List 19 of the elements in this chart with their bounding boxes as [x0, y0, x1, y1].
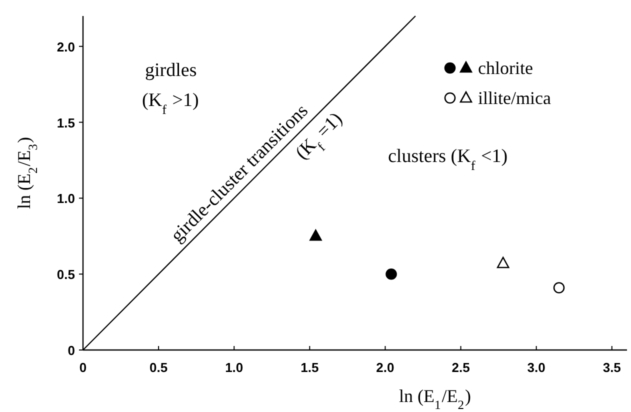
x-tick-label: 2.5	[452, 360, 470, 375]
annotation: clusters (K$_{f}$ <1)	[388, 146, 508, 172]
x-tick-label: 0	[79, 360, 87, 375]
y-tick-label: 1.5	[56, 115, 75, 130]
x-tick-label: 2.0	[376, 360, 394, 375]
legend-label: illite/mica	[478, 88, 551, 108]
x-tick-label: 3.5	[602, 360, 621, 375]
annotation: (K$_{f}$ >1)	[142, 90, 199, 116]
annotation: girdles	[145, 60, 197, 81]
y-tick-label: 0.5	[56, 267, 75, 282]
x-tick-label: 0.5	[150, 360, 168, 375]
x-tick-label: 1.0	[225, 360, 244, 375]
x-tick-label: 3.0	[527, 360, 546, 375]
x-tick-label: 1.5	[300, 360, 319, 375]
y-tick-label: 1.0	[56, 191, 75, 206]
y-tick-label: 0	[68, 343, 75, 358]
y-tick-label: 2.0	[56, 39, 75, 54]
legend-label: chlorite	[478, 58, 533, 78]
x-axis-title: ln (E$_{1}$/E$_{2}$)	[398, 386, 472, 412]
